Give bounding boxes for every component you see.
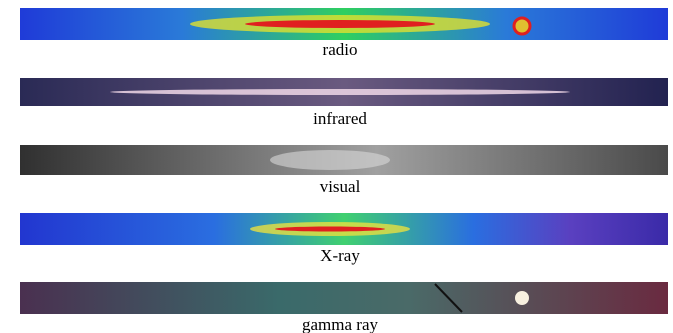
radio-source	[514, 18, 530, 34]
radio-panel: radio	[20, 8, 668, 59]
visual-bulge	[270, 150, 390, 170]
gamma-source	[515, 291, 529, 305]
panel-label: infrared	[313, 109, 367, 128]
xray-panel: X-ray	[20, 213, 668, 265]
panel-label: gamma ray	[302, 315, 378, 333]
infrared-band	[110, 89, 570, 95]
infrared-panel: infrared	[20, 78, 668, 128]
gamma-panel: gamma ray	[20, 282, 668, 333]
visual-panel: visual	[20, 145, 668, 196]
wavelength-figure: radio infrared visual X-ray gamma ray	[0, 0, 673, 333]
xray-core	[275, 227, 385, 232]
panel-label: X-ray	[320, 246, 360, 265]
panel-label: radio	[323, 40, 358, 59]
radio-core	[245, 20, 435, 28]
panel-label: visual	[320, 177, 361, 196]
gamma-image	[20, 282, 668, 314]
